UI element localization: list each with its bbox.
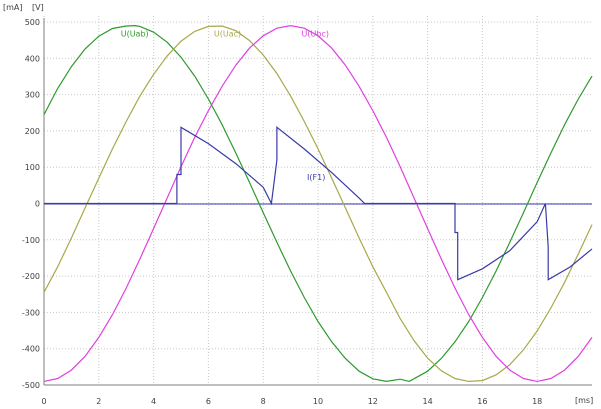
left-axis-unit: [mA] [3, 3, 23, 12]
x-tick-label: 10 [313, 397, 323, 406]
right-axis-unit: [V] [32, 3, 44, 12]
series-line-1 [43, 25, 593, 383]
x-tick-label: 0 [41, 397, 46, 406]
y-tick-label: 0 [35, 200, 40, 209]
y-tick-label: 200 [25, 127, 40, 136]
series-labels: U(Uab) U(Uac) U(Ubc) I(F1) [121, 30, 329, 182]
y-tick-label: -100 [22, 236, 40, 245]
x-tick-label: 18 [532, 397, 542, 406]
x-tick-labels: 0 2 4 6 8 10 12 14 16 18 [41, 397, 542, 406]
series-line-0 [43, 24, 593, 383]
y-tick-label: 500 [25, 18, 40, 27]
series-label-3: I(F1) [307, 173, 325, 182]
y-tick-labels: 500 400 300 200 100 0 -100 -200 -300 -400 -500 [22, 18, 40, 390]
x-tick-label: 2 [96, 397, 101, 406]
x-tick-label: 16 [477, 397, 487, 406]
y-tick-label: 400 [25, 54, 40, 63]
x-tick-label: 8 [261, 397, 266, 406]
series-label-0: U(Uab) [121, 30, 149, 39]
series-label-2: U(Ubc) [302, 30, 329, 39]
series-label-1: U(Uac) [214, 30, 241, 39]
y-tick-label: -500 [22, 381, 40, 390]
y-tick-label: -200 [22, 272, 40, 281]
series-line-2 [43, 24, 593, 383]
x-axis-unit: [ms] [575, 396, 593, 405]
grid [43, 16, 592, 386]
x-tick-label: 14 [423, 397, 433, 406]
series [43, 24, 593, 383]
x-tick-label: 6 [206, 397, 211, 406]
x-tick-label: 4 [151, 397, 156, 406]
y-tick-label: 300 [25, 91, 40, 100]
y-tick-label: -400 [22, 345, 40, 354]
x-tick-label: 12 [368, 397, 378, 406]
y-tick-label: 100 [25, 163, 40, 172]
y-tick-label: -300 [22, 308, 40, 317]
series-line-3 [44, 126, 593, 281]
